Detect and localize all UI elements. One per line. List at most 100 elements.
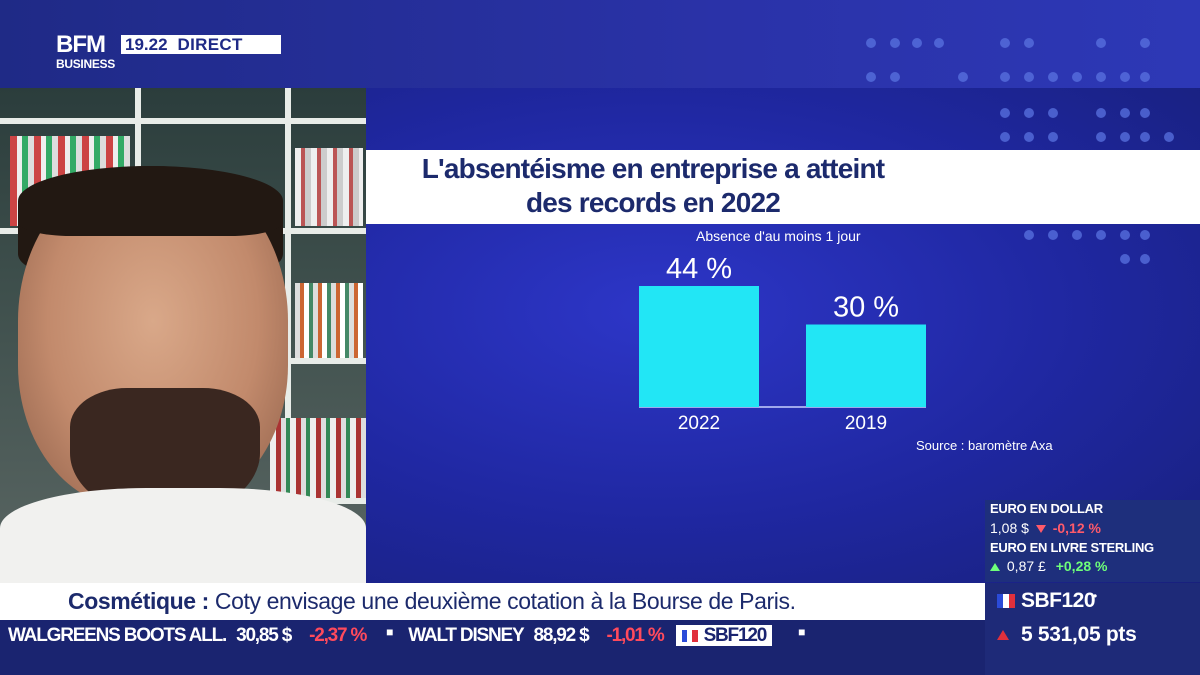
ticker-name: WALGREENS BOOTS ALL.: [8, 625, 227, 646]
decorative-dot: [866, 38, 876, 48]
guest-video-feed: [0, 88, 366, 583]
decorative-dot: [1024, 108, 1034, 118]
decorative-dot: [1048, 230, 1058, 240]
decorative-dot: [1140, 230, 1150, 240]
index-trend-icon: [997, 630, 1009, 640]
decorative-dot: [934, 38, 944, 48]
live-label: DIRECT: [177, 34, 243, 54]
decorative-dot: [1024, 230, 1034, 240]
guest-shirt: [0, 488, 366, 583]
ticker-separator: ■: [386, 625, 393, 639]
decorative-dot: [1000, 38, 1010, 48]
bfm-business-logo: BFM BUSINESS: [56, 33, 118, 73]
books: [295, 283, 363, 358]
currency-change: -0,12 %: [1052, 520, 1101, 536]
decorative-dot: [1140, 38, 1150, 48]
decorative-dot: [912, 38, 922, 48]
currency-row: 0,87 £ +0,28 %: [990, 558, 1107, 574]
down-arrow-icon: [1035, 525, 1046, 533]
stock-ticker: WALGREENS BOOTS ALL. 30,85 $ -2,37 % ■ W…: [0, 620, 985, 675]
decorative-dot: [890, 72, 900, 82]
books: [295, 148, 363, 226]
chart-category-label: 2019: [845, 413, 887, 434]
decorative-dot: [1072, 230, 1082, 240]
bookshelf-board: [0, 118, 366, 124]
decorative-dot: [1096, 132, 1106, 142]
decorative-dot: [1096, 230, 1106, 240]
decorative-dot: [1140, 254, 1150, 264]
decorative-dot: [1096, 108, 1106, 118]
decorative-dot: [1120, 254, 1130, 264]
chart-subtitle-text: Absence d'au moins 1 jour: [696, 228, 861, 244]
decorative-dot: [890, 38, 900, 48]
headline-keyword: Cosmétique :: [68, 588, 209, 614]
index-value: 5 531,05 pts: [1021, 623, 1137, 646]
currency-label: EURO EN LIVRE STERLING: [990, 540, 1154, 555]
decorative-dot: [1140, 108, 1150, 118]
ticker-name: WALT DISNEY: [408, 625, 524, 646]
decorative-dot: [1120, 72, 1130, 82]
bookshelf-upright: [135, 88, 141, 228]
ticker-index-pill: SBF120: [675, 624, 773, 646]
chart-bar-2019: [806, 324, 926, 407]
decorative-dot: [1096, 72, 1106, 82]
graphic-title-line1: L'absentéisme en entreprise a atteint: [421, 153, 885, 184]
decorative-dot: [1024, 72, 1034, 82]
decorative-dot: [1024, 132, 1034, 142]
decorative-dot: [1120, 108, 1130, 118]
ticker-change: -2,37 %: [309, 625, 367, 646]
ticker-item: WALT DISNEY 88,92 $ -1,01 %: [408, 625, 665, 647]
decorative-dot: [1096, 38, 1106, 48]
chart-bar-2022: [639, 286, 759, 407]
decorative-dot: [866, 72, 876, 82]
decorative-dot: [1048, 108, 1058, 118]
logo-line2: BUSINESS: [56, 57, 115, 71]
title-band: [366, 150, 1200, 224]
decorative-dot: [1048, 72, 1058, 82]
live-indicator: 19.22 DIRECT: [121, 35, 281, 54]
index-name: SBF120: [1021, 589, 1096, 612]
books: [270, 418, 366, 498]
ticker-separator: ■: [798, 625, 805, 639]
decorative-dot: [1024, 38, 1034, 48]
bookshelf-upright: [285, 88, 291, 583]
decorative-dot: [1048, 132, 1058, 142]
chart-category-label: 2022: [678, 413, 720, 434]
decorative-dot: [1140, 132, 1150, 142]
currency-value: 1,08 $: [990, 520, 1029, 536]
chart-source: Source : baromètre Axa: [916, 438, 1053, 453]
bookshelf-board: [270, 358, 366, 364]
decorative-dot: [1072, 72, 1082, 82]
chart-value-label: 44 %: [666, 253, 732, 285]
decorative-dot: [1000, 108, 1010, 118]
index-box: SBF120 • 5 531,05 pts: [985, 583, 1200, 675]
currency-label: EURO EN DOLLAR: [990, 501, 1103, 516]
graphic-title: L'absentéisme en entreprise a atteint de…: [366, 150, 940, 224]
bar-chart: 44 % 2022 30 % 2019: [639, 253, 926, 434]
decorative-dot: [1140, 72, 1150, 82]
currency-change: +0,28 %: [1055, 558, 1108, 574]
ticker-item: WALGREENS BOOTS ALL. 30,85 $ -2,37 %: [8, 625, 367, 647]
headline-text: Coty envisage une deuxième cotation à la…: [214, 588, 796, 614]
chart-value-label: 30 %: [833, 292, 899, 324]
france-flag-icon: [997, 594, 1015, 608]
decorative-dot: [1000, 72, 1010, 82]
ticker-price: 88,92 $: [533, 625, 589, 646]
decorative-dot: [1164, 132, 1174, 142]
decorative-dot: [1000, 132, 1010, 142]
news-headline-bar: Cosmétique : Coty envisage une deuxième …: [0, 583, 985, 620]
decorative-dot: [1120, 132, 1130, 142]
currency-value: 0,87 £: [1006, 558, 1046, 574]
dot-icon: •: [1093, 589, 1098, 603]
ticker-price: 30,85 $: [236, 625, 292, 646]
decorative-dot: [1120, 230, 1130, 240]
ticker-change: -1,01 %: [606, 625, 664, 646]
up-arrow-icon: [990, 563, 1000, 571]
ticker-index-name: SBF120: [703, 624, 768, 646]
guest-hair-top: [18, 166, 283, 236]
broadcast-time: 19.22: [125, 34, 168, 54]
france-flag-icon: [681, 629, 698, 642]
channel-header: BFM BUSINESS 19.22 DIRECT: [0, 0, 1200, 88]
currency-row: 1,08 $ -0,12 %: [990, 520, 1101, 536]
logo-line1: BFM: [56, 31, 106, 58]
